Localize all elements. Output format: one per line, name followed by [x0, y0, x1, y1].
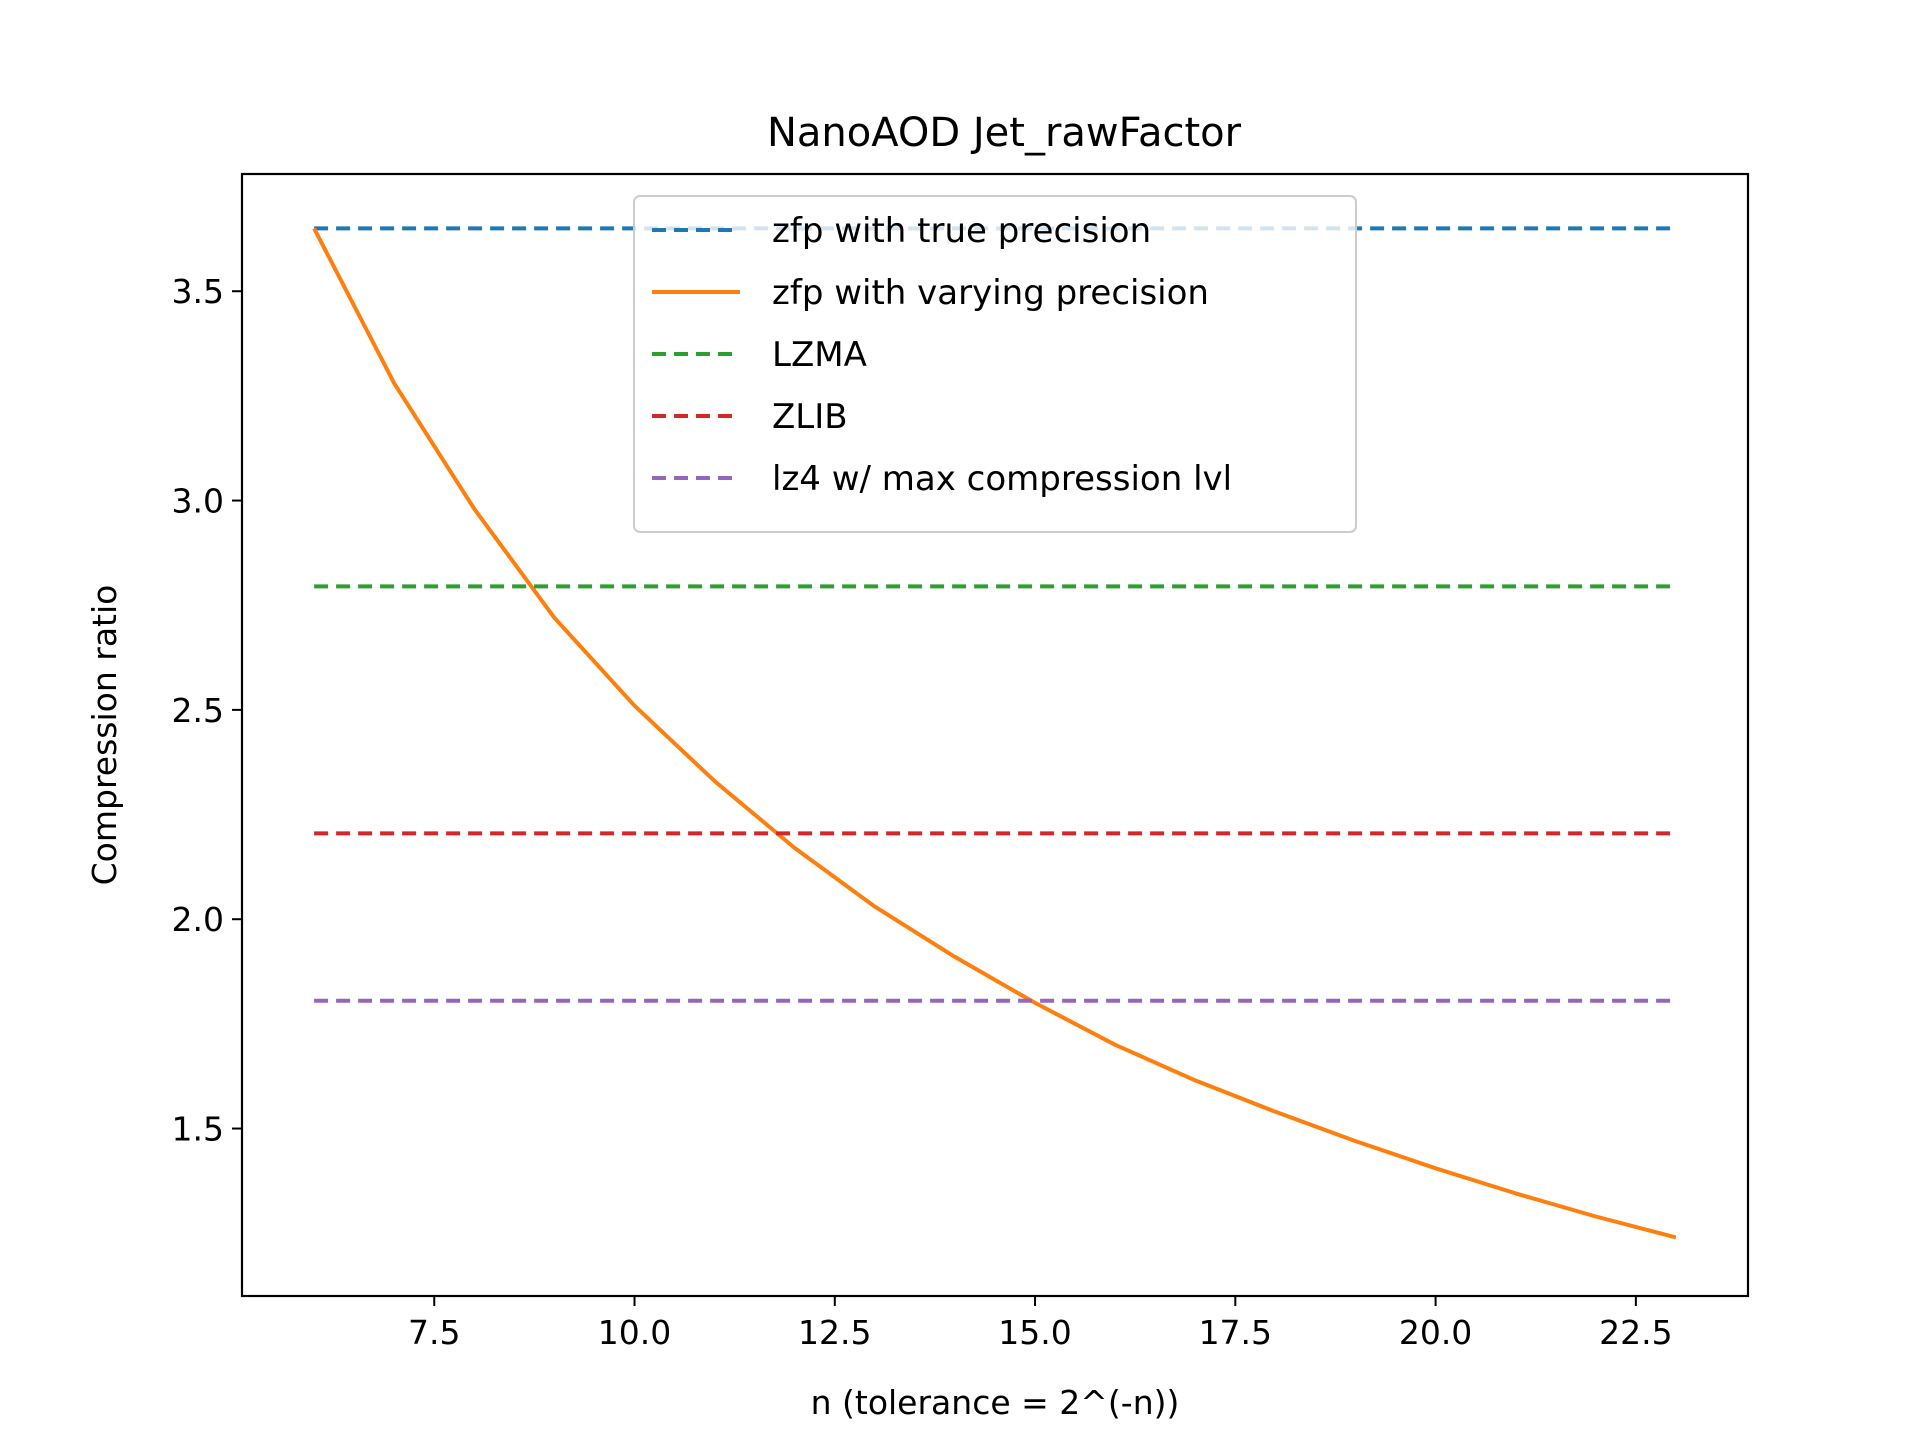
x-axis-ticks: 7.5 10.0 12.5 15.0 17.5 20.0 22.5 [408, 1296, 1673, 1352]
legend-label-zlib: ZLIB [772, 397, 848, 437]
y-tick-label: 3.0 [172, 482, 224, 521]
chart-title: NanoAOD Jet_rawFactor [767, 110, 1242, 156]
y-tick-label: 1.5 [172, 1110, 224, 1149]
y-tick-label: 3.5 [172, 272, 224, 311]
y-tick-label: 2.0 [172, 900, 224, 939]
y-tick-label: 2.5 [172, 691, 224, 730]
legend-box [633, 195, 1357, 533]
x-tick-label: 15.0 [998, 1313, 1071, 1352]
series-line-zfp-with-varying-precision [312, 227, 1677, 1240]
legend-label-zfp-with-varying-precision: zfp with varying precision [772, 273, 1209, 313]
x-tick-label: 22.5 [1599, 1313, 1672, 1352]
x-tick-label: 10.0 [598, 1313, 671, 1352]
y-axis-label: Compression ratio [85, 585, 124, 886]
x-tick-label: 20.0 [1399, 1313, 1472, 1352]
x-tick-label: 7.5 [408, 1313, 460, 1352]
x-tick-label: 17.5 [1199, 1313, 1272, 1352]
legend-label-zfp-with-true-precision: zfp with true precision [772, 211, 1151, 251]
x-tick-label: 12.5 [798, 1313, 871, 1352]
y-axis-ticks: 1.5 2.0 2.5 3.0 3.5 [172, 272, 242, 1149]
series-layer [312, 226, 1677, 1240]
legend-label-lz4-w-max-compression-lvl: lz4 w/ max compression lvl [772, 459, 1232, 499]
x-axis-label: n (tolerance = 2^(-n)) [811, 1383, 1180, 1422]
plot-frame [240, 172, 1750, 1298]
legend-label-lzma: LZMA [772, 335, 867, 375]
legend: zfp with true precision zfp with varying … [633, 195, 1357, 533]
